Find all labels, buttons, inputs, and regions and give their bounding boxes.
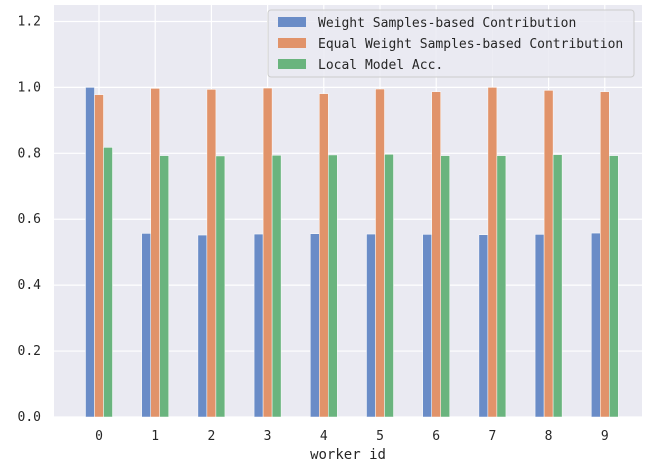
bar-series-2-worker-1 xyxy=(159,155,169,418)
x-tick-label: 4 xyxy=(320,429,328,444)
legend-entry: Equal Weight Samples-based Contribution xyxy=(318,37,623,52)
bar-series-2-worker-4 xyxy=(328,154,338,418)
bar-series-1-worker-1 xyxy=(150,88,160,418)
x-tick-label: 5 xyxy=(376,429,384,444)
bar-series-0-worker-0 xyxy=(85,87,95,418)
x-tick-label: 6 xyxy=(432,429,440,444)
x-axis-ticks: 0 1 2 3 4 5 6 7 8 9 xyxy=(95,429,609,444)
legend-entry: Local Model Acc. xyxy=(318,58,443,73)
bar-series-2-worker-0 xyxy=(103,147,113,418)
y-axis-ticks: 0.0 0.2 0.4 0.6 0.8 1.0 1.2 xyxy=(18,14,42,425)
bar-series-1-worker-5 xyxy=(375,88,385,418)
y-tick-label: 0.4 xyxy=(18,278,42,293)
legend-swatch xyxy=(278,17,306,27)
x-tick-label: 2 xyxy=(207,429,215,444)
legend-swatch xyxy=(278,59,306,69)
x-tick-label: 9 xyxy=(601,429,609,444)
legend: Weight Samples-based Contribution Equal W… xyxy=(267,9,635,78)
bar-series-1-worker-0 xyxy=(94,94,104,418)
bar-series-2-worker-2 xyxy=(215,155,226,418)
y-tick-label: 1.0 xyxy=(18,80,41,95)
bar-series-2-worker-7 xyxy=(496,155,507,418)
bar-series-1-worker-2 xyxy=(206,89,217,418)
bar-series-0-worker-2 xyxy=(197,234,208,418)
legend-box xyxy=(267,9,635,78)
bar-series-1-worker-9 xyxy=(600,91,610,418)
x-axis-label: worker id xyxy=(310,447,386,463)
x-tick-label: 7 xyxy=(488,429,496,444)
y-tick-label: 0.6 xyxy=(18,212,41,227)
bar-series-1-worker-4 xyxy=(319,93,329,418)
x-tick-label: 1 xyxy=(151,429,159,444)
bar-series-1-worker-3 xyxy=(262,87,273,418)
x-tick-label: 3 xyxy=(264,429,272,444)
bar-series-2-worker-6 xyxy=(440,155,450,418)
bar-series-2-worker-8 xyxy=(552,154,563,418)
bar-series-1-worker-8 xyxy=(543,90,554,418)
bar-series-0-worker-5 xyxy=(366,233,376,418)
bar-series-1-worker-6 xyxy=(431,91,441,418)
y-tick-label: 0.2 xyxy=(18,344,41,359)
legend-swatch xyxy=(278,38,306,48)
y-tick-label: 0.8 xyxy=(18,146,41,161)
bar-series-2-worker-9 xyxy=(609,155,619,418)
y-tick-label: 1.2 xyxy=(18,14,41,29)
y-tick-label: 0.0 xyxy=(18,410,41,425)
x-tick-label: 0 xyxy=(95,429,103,444)
bar-series-2-worker-5 xyxy=(384,154,394,418)
legend-entry: Weight Samples-based Contribution xyxy=(318,16,576,31)
bars xyxy=(85,87,619,418)
bar-series-0-worker-6 xyxy=(422,234,432,418)
bar-series-0-worker-9 xyxy=(591,232,601,418)
bar-series-0-worker-3 xyxy=(253,233,264,418)
x-tick-label: 8 xyxy=(545,429,553,444)
bar-series-1-worker-7 xyxy=(487,87,498,418)
bar-series-0-worker-4 xyxy=(310,233,320,418)
bar-series-0-worker-8 xyxy=(534,234,545,418)
bar-series-2-worker-3 xyxy=(271,155,282,418)
bar-series-0-worker-7 xyxy=(478,234,489,418)
bar-series-0-worker-1 xyxy=(141,233,151,418)
